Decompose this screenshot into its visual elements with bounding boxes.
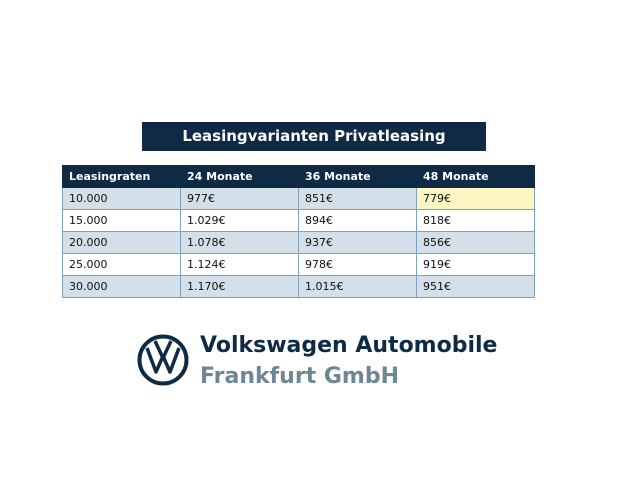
brand-line2: Frankfurt GmbH	[200, 364, 400, 389]
table-cell: 894€	[298, 209, 417, 232]
table-cell: 1.029€	[180, 209, 299, 232]
table-cell: 1.170€	[180, 275, 299, 298]
table-cell: 951€	[416, 275, 535, 298]
table-body: 10.000 977€ 851€ 779€ 15.000 1.029€ 894€ 818€ 20…	[62, 187, 535, 298]
table-cell: 919€	[416, 253, 535, 276]
table-cell: 20.000	[62, 231, 181, 254]
table-cell: 1.015€	[298, 275, 417, 298]
table-cell: 851€	[298, 187, 417, 210]
table-header: Leasingraten 24 Monate 36 Monate 48 Monate	[62, 165, 535, 188]
leasing-table: Leasingraten 24 Monate 36 Monate 48 Monate …	[62, 165, 535, 298]
table-cell: 856€	[416, 231, 535, 254]
vw-logo	[137, 334, 189, 386]
table-cell: 978€	[298, 253, 417, 276]
table-cell: 937€	[298, 231, 417, 254]
table-cell: 977€	[180, 187, 299, 210]
table-row: 20.000 1.078€ 937€ 856€	[62, 231, 535, 254]
title-bar: Leasingvarianten Privatleasing	[142, 122, 486, 151]
header-cell: 24 Monate	[180, 165, 299, 188]
table-cell: 818€	[416, 209, 535, 232]
table-cell: 30.000	[62, 275, 181, 298]
table-cell: 1.078€	[180, 231, 299, 254]
table-row: 30.000 1.170€ 1.015€ 951€	[62, 275, 535, 298]
table-row: 10.000 977€ 851€ 779€	[62, 187, 535, 210]
header-cell: 36 Monate	[298, 165, 417, 188]
header-row: Leasingraten 24 Monate 36 Monate 48 Monate	[62, 165, 535, 188]
table-row: 25.000 1.124€ 978€ 919€	[62, 253, 535, 276]
table-cell: 779€	[416, 187, 535, 210]
table-cell: 25.000	[62, 253, 181, 276]
table-cell: 1.124€	[180, 253, 299, 276]
table-cell: 15.000	[62, 209, 181, 232]
table-row: 15.000 1.029€ 894€ 818€	[62, 209, 535, 232]
table-cell: 10.000	[62, 187, 181, 210]
brand-line1: Volkswagen Automobile	[200, 333, 498, 358]
header-cell: 48 Monate	[416, 165, 535, 188]
header-cell: Leasingraten	[62, 165, 181, 188]
